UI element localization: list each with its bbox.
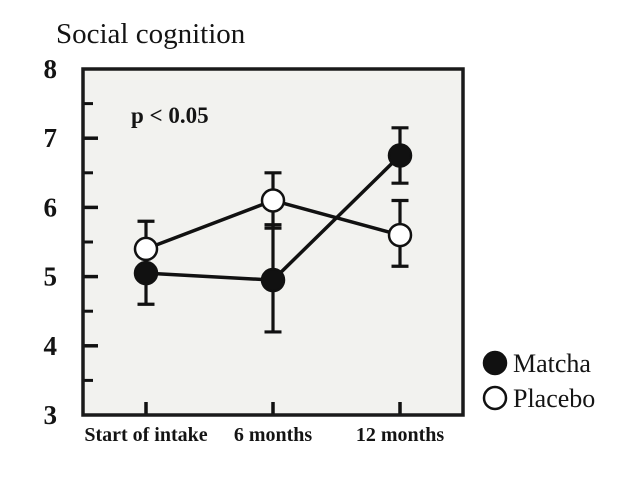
chart-title: Social cognition: [56, 18, 246, 50]
legend-marker-matcha: [482, 350, 508, 376]
data-point-placebo: [133, 236, 159, 262]
legend-label-matcha: Matcha: [513, 349, 591, 378]
legend-label-placebo: Placebo: [513, 384, 595, 413]
y-tick-label: 4: [44, 331, 58, 361]
y-tick-label: 6: [44, 192, 58, 222]
x-tick-label: Start of intake: [84, 424, 207, 446]
y-tick-label: 8: [44, 54, 58, 84]
data-point-matcha: [387, 143, 413, 168]
legend-marker-placebo: [482, 385, 508, 411]
y-tick-label: 7: [44, 123, 58, 153]
p-value-annotation: p < 0.05: [131, 103, 209, 128]
y-tick-label: 5: [44, 262, 58, 292]
x-tick-label: 6 months: [234, 424, 313, 446]
x-tick-label: 12 months: [356, 424, 445, 446]
data-point-placebo: [260, 188, 286, 213]
data-point-placebo: [387, 222, 413, 248]
y-tick-label: 3: [44, 400, 58, 430]
data-point-matcha: [260, 267, 286, 293]
data-point-matcha: [133, 260, 159, 286]
